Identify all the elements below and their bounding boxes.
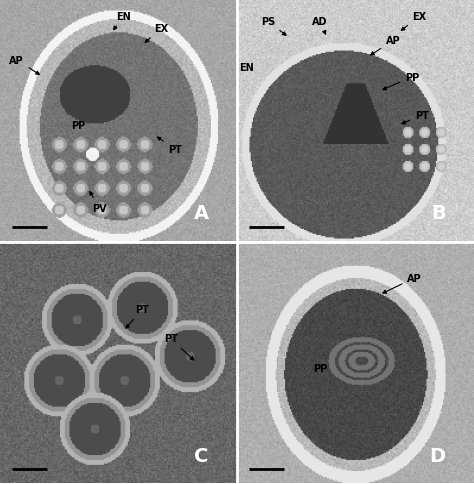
Text: EN: EN	[239, 63, 254, 73]
Text: C: C	[194, 446, 209, 465]
Text: EN: EN	[114, 12, 131, 30]
Text: PS: PS	[261, 17, 286, 36]
Text: AD: AD	[312, 17, 328, 35]
Text: EX: EX	[145, 24, 168, 43]
Text: PT: PT	[164, 334, 194, 360]
Text: AP: AP	[9, 56, 39, 75]
Text: AP: AP	[371, 36, 401, 56]
Text: EX: EX	[401, 12, 427, 31]
Text: A: A	[193, 204, 209, 223]
Text: B: B	[431, 204, 446, 223]
Text: PT: PT	[157, 138, 182, 155]
Text: PT: PT	[126, 305, 149, 329]
Text: PP: PP	[383, 73, 419, 91]
Text: AP: AP	[383, 273, 422, 294]
Text: PT: PT	[402, 111, 429, 124]
Text: PP: PP	[313, 363, 327, 373]
Text: PV: PV	[90, 192, 107, 213]
Text: D: D	[429, 446, 446, 465]
Text: PP: PP	[71, 121, 85, 131]
